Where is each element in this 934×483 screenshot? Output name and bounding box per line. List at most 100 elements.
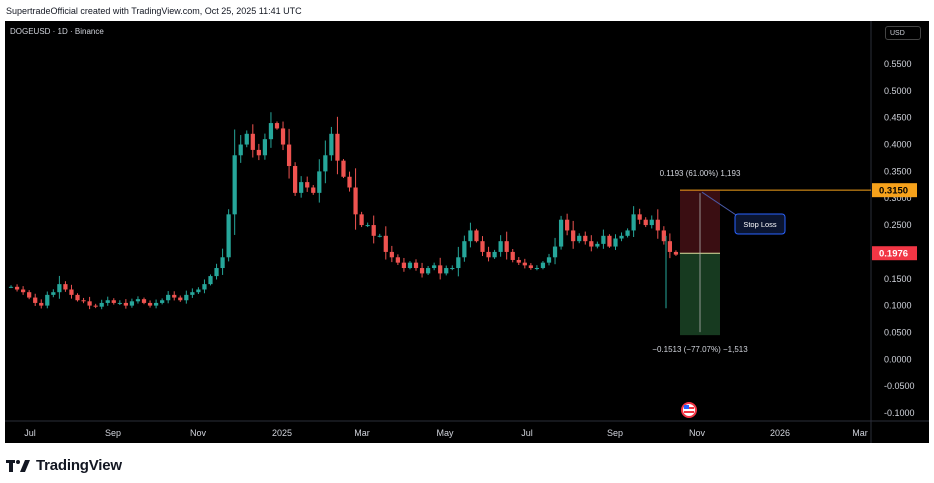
candle-body [75,294,80,301]
candle-body [419,268,425,274]
candle-body [39,302,44,306]
candle-body [468,230,473,242]
candle-body [244,133,249,145]
footer: TradingView [6,457,122,474]
time-tick-label: Mar [354,428,370,438]
candle-body [20,289,26,293]
candle-body [528,265,533,269]
candle-body [359,214,364,226]
current-price-tag [872,246,917,261]
candle-body [262,139,268,156]
candle-body [305,182,310,188]
us-flag-icon [681,402,697,418]
price-chart[interactable]: 0.1193 (61.00%) 1,193 −0.1513 (−77.07%) −… [5,21,929,443]
candle-body [389,251,394,258]
candle-body [57,284,62,293]
candle-body [522,262,527,266]
candle-body [377,235,382,237]
candle-body [353,187,358,215]
time-tick-label: Sep [105,428,121,438]
candle-body [577,235,582,242]
stop-loss-note-text: Stop Loss [743,220,777,229]
candle-body [220,257,225,269]
time-tick-label: 2025 [272,428,292,438]
candle-body [117,302,122,304]
candle-body [607,235,612,247]
candle-body [589,241,594,247]
candle-body [565,219,570,231]
candle-body [232,155,237,215]
candle-body [87,301,92,306]
candle-body [311,187,316,193]
candle-body [250,133,255,150]
time-tick-label: May [436,428,454,438]
candle-body [401,262,407,269]
candle-body [595,243,600,247]
candle-body [655,219,660,231]
candlestick-series [8,112,685,310]
candle-body [8,286,14,288]
currency-selector[interactable]: USD [885,26,921,40]
candle-body [371,225,376,236]
price-tick-label: 0.4000 [884,140,912,150]
candle-body [329,133,334,156]
candle-body [456,257,461,269]
candle-body [432,265,437,269]
candle-body [33,297,38,303]
price-tick-label: 0.3000 [884,193,912,203]
tradingview-logo-icon [6,459,30,472]
candle-body [123,302,128,306]
candle-body [317,171,322,193]
candle-body [631,214,636,231]
price-tick-label: 0.3500 [884,166,912,176]
time-tick-label: Sep [607,428,623,438]
candle-body [637,214,642,220]
price-labels: 0.3150 0.1976 [872,183,917,261]
candle-body [196,289,201,293]
candle-body [643,219,648,226]
stop-loss-note [734,213,786,235]
candle-body [51,292,56,295]
candle-body [153,302,159,306]
candle-body [425,268,431,274]
candle-body [407,262,413,269]
candle-body [141,299,147,303]
price-tick-label: 0.2500 [884,220,912,230]
candle-body [498,241,503,252]
candle-body [413,262,419,269]
chart-frame[interactable]: 0.1193 (61.00%) 1,193 −0.1513 (−77.07%) −… [5,21,929,443]
candle-body [492,251,497,258]
chart-attribution: SupertradeOfficial created with TradingV… [6,6,302,16]
candle-body [190,292,195,295]
candle-body [268,123,274,140]
candle-body [601,235,606,244]
candle-body [540,262,546,269]
candle-body [625,230,630,236]
candle-body [214,268,219,277]
candle-body [135,299,141,302]
price-axis: 0.5500 0.5000 0.4500 0.4000 0.3500 0.3000 0.25… [884,59,915,418]
candle-body [226,214,231,258]
candle-body [280,128,286,145]
time-tick-label: Jul [521,428,533,438]
brand-name: TradingView [36,457,122,474]
price-tick-label: 0.1000 [884,301,912,311]
short-position-tool[interactable]: 0.1193 (61.00%) 1,193 −0.1513 (−77.07%) −… [652,169,871,354]
candle-body [667,241,673,252]
candle-body [111,300,116,303]
candle-body [516,259,521,263]
candle-body [583,235,588,242]
candle-body [81,300,86,302]
time-axis: Jul Sep Nov 2025 Mar May Jul Sep Nov 2026 Mar [24,428,868,438]
candle-body [293,166,298,193]
candle-body [341,160,346,177]
time-tick-label: 2026 [770,428,790,438]
stop-loss-price: 0.3150 [879,186,908,197]
candle-body [105,300,110,303]
candle-body [238,144,243,156]
candle-body [335,133,340,161]
candle-body [613,238,618,247]
price-tick-label: 0.1500 [884,274,912,284]
candle-body [274,123,280,129]
price-tick-label: 0.0500 [884,327,912,337]
